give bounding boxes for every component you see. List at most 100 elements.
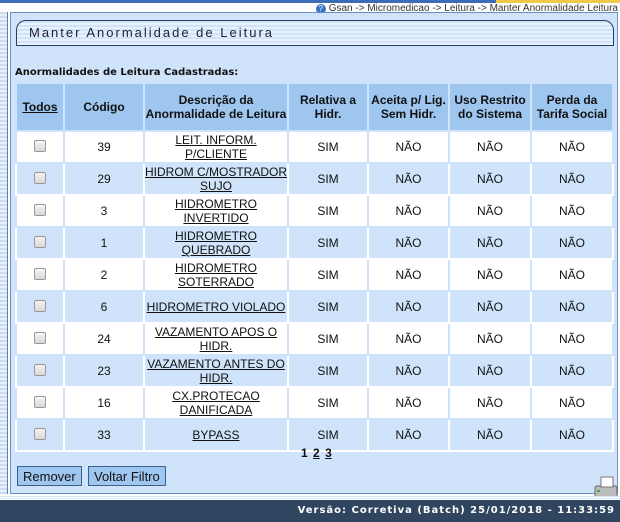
- row-checkbox-cell[interactable]: [15, 258, 65, 292]
- descricao-link[interactable]: HIDROMETRO INVERTIDO: [175, 197, 257, 225]
- codigo-cell: 2: [63, 258, 145, 292]
- row-checkbox-cell[interactable]: [15, 354, 65, 388]
- descricao-cell[interactable]: HIDROMETRO SOTERRADO: [143, 258, 289, 292]
- row-checkbox-cell[interactable]: [15, 418, 65, 452]
- row-checkbox-cell[interactable]: [15, 130, 65, 164]
- codigo-cell: 1: [63, 226, 145, 260]
- descricao-link[interactable]: HIDROMETRO VIOLADO: [146, 300, 286, 314]
- perda-cell: NÃO: [530, 226, 614, 260]
- table-row: 33 BYPASS SIM NÃO NÃO NÃO: [15, 418, 614, 452]
- pagination: 1 2 3: [301, 446, 332, 460]
- row-checkbox[interactable]: [34, 203, 46, 216]
- relativa-cell: SIM: [287, 354, 369, 388]
- codigo-cell: 29: [63, 162, 145, 196]
- descricao-link[interactable]: VAZAMENTO ANTES DO HIDR.: [147, 357, 285, 385]
- descricao-link[interactable]: BYPASS: [192, 428, 240, 442]
- relativa-cell: SIM: [287, 226, 369, 260]
- remove-button[interactable]: Remover: [17, 466, 82, 486]
- page-title: Manter Anormalidade de Leitura: [16, 20, 614, 46]
- back-filter-button[interactable]: Voltar Filtro: [88, 466, 166, 486]
- uso-restrito-cell: NÃO: [448, 130, 532, 164]
- uso-restrito-cell: NÃO: [448, 226, 532, 260]
- main-panel: Manter Anormalidade de Leitura Anormalid…: [10, 12, 618, 498]
- row-checkbox-cell[interactable]: [15, 194, 65, 228]
- uso-restrito-cell: NÃO: [448, 354, 532, 388]
- codigo-cell: 23: [63, 354, 145, 388]
- uso-restrito-cell: NÃO: [448, 258, 532, 292]
- descricao-cell[interactable]: CX.PROTECAO DANIFICADA: [143, 386, 289, 420]
- left-menu-strip: [0, 12, 8, 494]
- page-link-3[interactable]: 3: [325, 446, 332, 460]
- relativa-cell: SIM: [287, 290, 369, 324]
- codigo-cell: 16: [63, 386, 145, 420]
- descricao-link[interactable]: CX.PROTECAO DANIFICADA: [172, 389, 260, 417]
- column-codigo: Código: [63, 82, 145, 132]
- table-row: 24 VAZAMENTO APOS O HIDR. SIM NÃO NÃO NÃ…: [15, 322, 614, 356]
- uso-restrito-cell: NÃO: [448, 418, 532, 452]
- aceita-cell: NÃO: [367, 130, 450, 164]
- row-checkbox[interactable]: [34, 267, 46, 280]
- relativa-cell: SIM: [287, 258, 369, 292]
- row-checkbox[interactable]: [34, 299, 46, 312]
- uso-restrito-cell: NÃO: [448, 290, 532, 324]
- printer-icon[interactable]: [593, 475, 619, 499]
- aceita-cell: NÃO: [367, 354, 450, 388]
- uso-restrito-cell: NÃO: [448, 322, 532, 356]
- descricao-cell[interactable]: HIDROMETRO QUEBRADO: [143, 226, 289, 260]
- page-link-2[interactable]: 2: [313, 446, 320, 460]
- row-checkbox[interactable]: [34, 331, 46, 344]
- codigo-cell: 3: [63, 194, 145, 228]
- aceita-cell: NÃO: [367, 194, 450, 228]
- perda-cell: NÃO: [530, 418, 614, 452]
- help-icon[interactable]: ?: [315, 3, 326, 14]
- codigo-cell: 39: [63, 130, 145, 164]
- descricao-cell[interactable]: LEIT. INFORM. P/CLIENTE: [143, 130, 289, 164]
- top-bar: [0, 0, 620, 3]
- relativa-cell: SIM: [287, 386, 369, 420]
- descricao-link[interactable]: HIDROMETRO QUEBRADO: [175, 229, 257, 257]
- relativa-cell: SIM: [287, 322, 369, 356]
- descricao-link[interactable]: HIDROM C/MOSTRADOR SUJO: [145, 165, 287, 193]
- aceita-cell: NÃO: [367, 322, 450, 356]
- descricao-cell[interactable]: HIDROMETRO VIOLADO: [143, 290, 289, 324]
- descricao-link[interactable]: HIDROMETRO SOTERRADO: [175, 261, 257, 289]
- column-uso-restrito: Uso Restrito do Sistema: [448, 82, 532, 132]
- perda-cell: NÃO: [530, 162, 614, 196]
- aceita-cell: NÃO: [367, 162, 450, 196]
- descricao-cell[interactable]: VAZAMENTO APOS O HIDR.: [143, 322, 289, 356]
- table-row: 6 HIDROMETRO VIOLADO SIM NÃO NÃO NÃO: [15, 290, 614, 324]
- column-descricao: Descrição da Anormalidade de Leitura: [143, 82, 289, 132]
- row-checkbox[interactable]: [34, 395, 46, 408]
- table-row: 3 HIDROMETRO INVERTIDO SIM NÃO NÃO NÃO: [15, 194, 614, 228]
- row-checkbox-cell[interactable]: [15, 226, 65, 260]
- codigo-cell: 24: [63, 322, 145, 356]
- relativa-cell: SIM: [287, 194, 369, 228]
- column-relativa: Relativa a Hidr.: [287, 82, 369, 132]
- row-checkbox[interactable]: [34, 363, 46, 376]
- perda-cell: NÃO: [530, 194, 614, 228]
- descricao-link[interactable]: VAZAMENTO APOS O HIDR.: [154, 325, 278, 353]
- row-checkbox-cell[interactable]: [15, 290, 65, 324]
- row-checkbox-cell[interactable]: [15, 322, 65, 356]
- descricao-cell[interactable]: VAZAMENTO ANTES DO HIDR.: [143, 354, 289, 388]
- table-row: 29 HIDROM C/MOSTRADOR SUJO SIM NÃO NÃO N…: [15, 162, 614, 196]
- codigo-cell: 6: [63, 290, 145, 324]
- descricao-link[interactable]: LEIT. INFORM. P/CLIENTE: [175, 133, 257, 161]
- perda-cell: NÃO: [530, 258, 614, 292]
- relativa-cell: SIM: [287, 162, 369, 196]
- descricao-cell[interactable]: HIDROMETRO INVERTIDO: [143, 194, 289, 228]
- row-checkbox[interactable]: [34, 139, 46, 152]
- row-checkbox-cell[interactable]: [15, 386, 65, 420]
- uso-restrito-cell: NÃO: [448, 386, 532, 420]
- row-checkbox[interactable]: [34, 427, 46, 440]
- row-checkbox[interactable]: [34, 171, 46, 184]
- descricao-cell[interactable]: HIDROM C/MOSTRADOR SUJO: [143, 162, 289, 196]
- row-checkbox[interactable]: [34, 235, 46, 248]
- aceita-cell: NÃO: [367, 226, 450, 260]
- descricao-cell[interactable]: BYPASS: [143, 418, 289, 452]
- column-todos[interactable]: Todos: [15, 82, 65, 132]
- select-all-link[interactable]: Todos: [22, 100, 58, 114]
- row-checkbox-cell[interactable]: [15, 162, 65, 196]
- table-row: 2 HIDROMETRO SOTERRADO SIM NÃO NÃO NÃO: [15, 258, 614, 292]
- anomalies-table: Todos Código Descrição da Anormalidade d…: [15, 82, 614, 452]
